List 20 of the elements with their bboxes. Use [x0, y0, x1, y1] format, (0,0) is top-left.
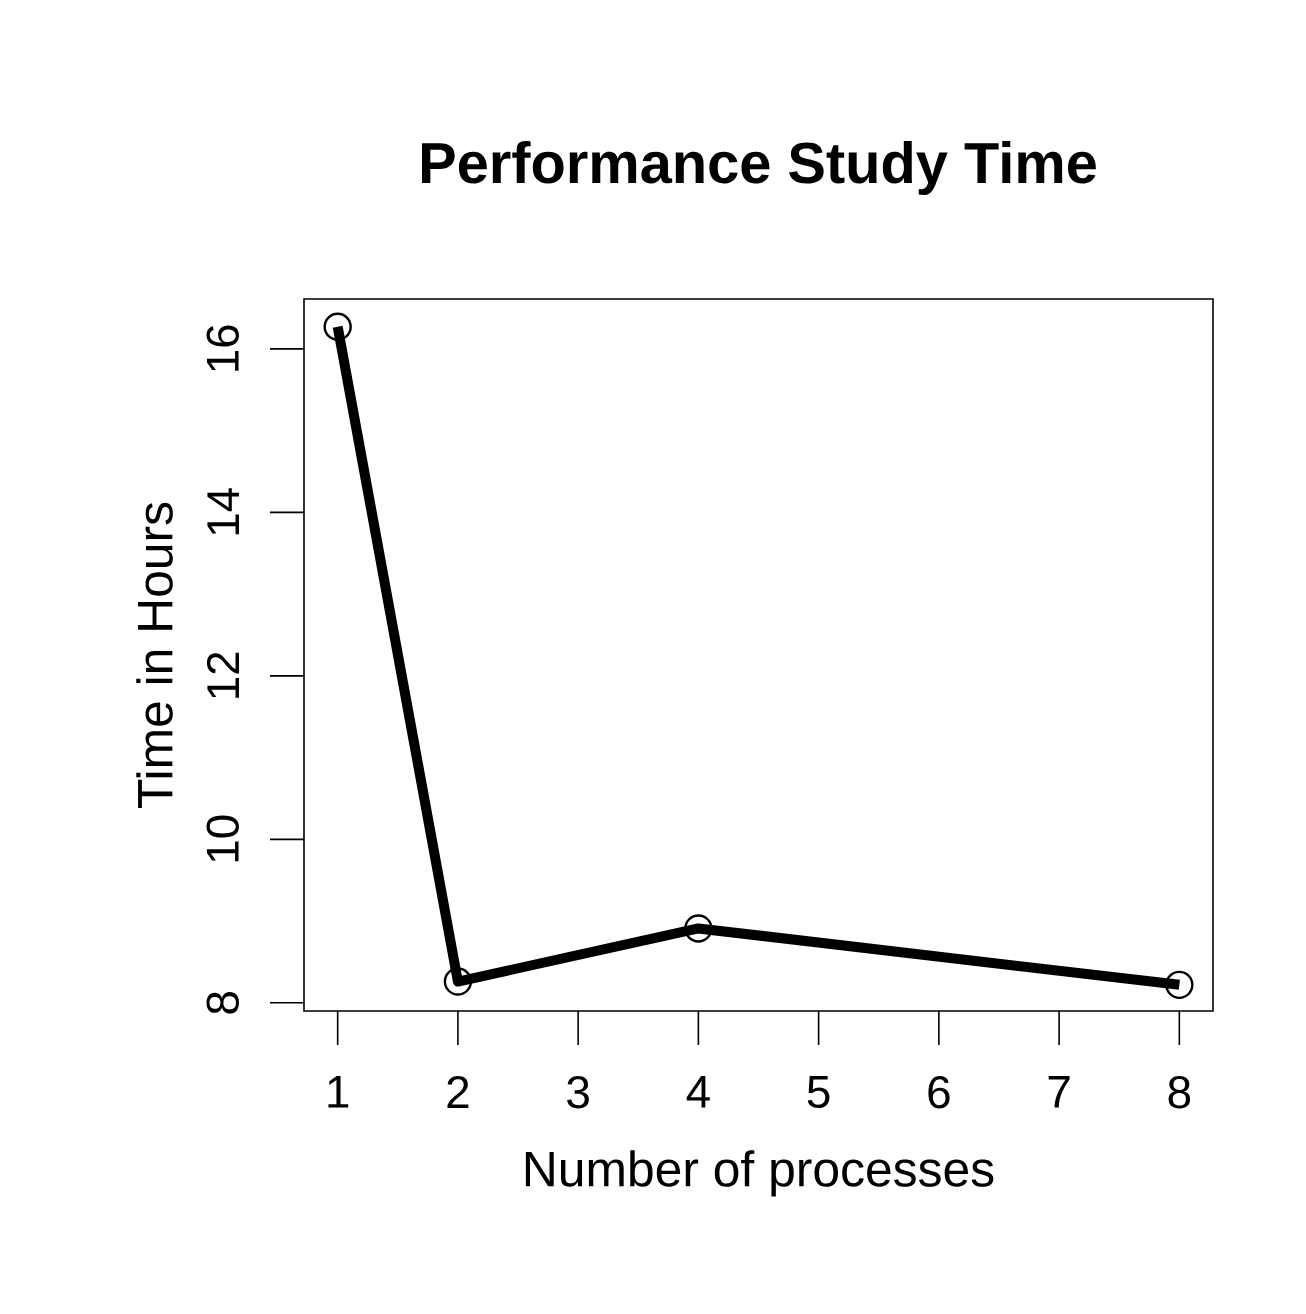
y-axis-title: Time in Hours — [136, 502, 173, 808]
x-tick-label: 6 — [928, 1076, 950, 1109]
x-tick-label: 4 — [686, 1076, 710, 1108]
point — [323, 312, 352, 341]
chart-title: Performance Study Time — [422, 141, 1096, 195]
x-tick-label: 8 — [1168, 1076, 1191, 1109]
x-tick-label: 1 — [328, 1076, 349, 1108]
y-tick-label: 8 — [206, 992, 239, 1014]
y-tick-label: 14 — [207, 488, 239, 535]
x-axis-title: Number of processes — [525, 1150, 994, 1197]
point — [684, 914, 713, 943]
x-tick-label: 5 — [807, 1076, 830, 1109]
x-tick-label: 7 — [1048, 1076, 1070, 1108]
y-tick-label: 12 — [206, 652, 239, 698]
point — [443, 967, 473, 996]
y-tick-label: 10 — [206, 815, 239, 862]
x-tick-label: 2 — [447, 1076, 469, 1109]
point — [1165, 970, 1194, 1000]
y-tick-label: 16 — [206, 325, 239, 371]
x-tick-label: 3 — [567, 1076, 589, 1109]
